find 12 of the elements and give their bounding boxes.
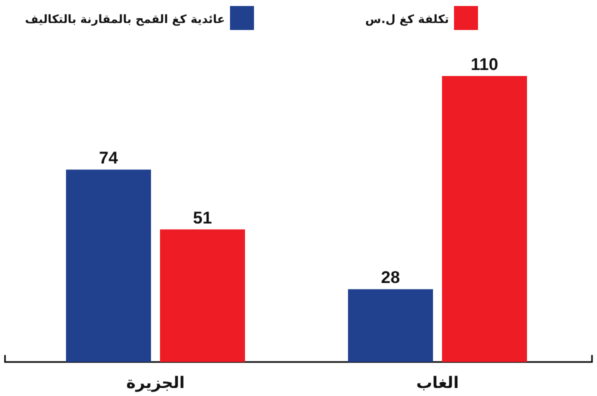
bar — [348, 289, 433, 362]
x-tick-label: الجزيرة — [126, 373, 185, 392]
bar — [442, 76, 527, 362]
x-tick-label: الغاب — [416, 373, 459, 392]
legend-label: عائدية كغ القمح بالمقارنة بالتكاليف — [24, 12, 225, 26]
data-label: 28 — [381, 268, 400, 288]
legend-label: تكلفة كغ ل.س — [365, 12, 449, 26]
data-label: 74 — [99, 148, 118, 168]
data-label: 110 — [470, 55, 498, 74]
data-label: 51 — [193, 208, 212, 228]
bar — [66, 170, 151, 362]
bar — [160, 229, 245, 362]
